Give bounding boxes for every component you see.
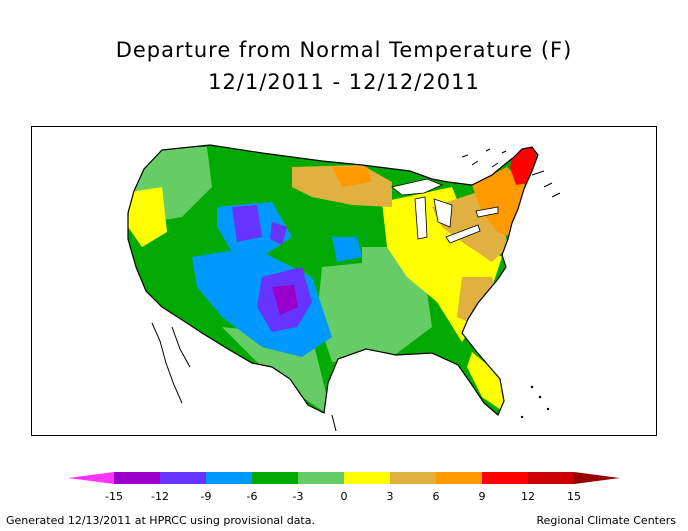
map-frame: [31, 126, 657, 436]
temperature-anomaly-map: [127, 144, 561, 432]
legend-tick-label: -12: [151, 490, 169, 503]
great-lakes: [391, 178, 499, 244]
date-range: 12/1/2011 - 12/12/2011: [208, 70, 480, 94]
legend-swatch: [528, 472, 574, 484]
blue-region: [332, 237, 362, 262]
us-outline: [127, 144, 539, 416]
legend-swatch: [114, 472, 160, 484]
lake-ontario: [475, 206, 499, 218]
legend-tick-label: -15: [105, 490, 123, 503]
lake-michigan: [414, 196, 428, 240]
legend-swatch: [298, 472, 344, 484]
deep-purple-region: [272, 285, 298, 315]
legend-tick-label: 9: [479, 490, 486, 503]
lake-huron: [433, 198, 453, 228]
legend-swatch: [160, 472, 206, 484]
legend-swatch: [436, 472, 482, 484]
canada-coastline: [461, 148, 561, 198]
purple-region: [232, 205, 262, 242]
legend-swatch: [482, 472, 528, 484]
footer-generated-note: Generated 12/13/2011 at HPRCC using prov…: [6, 514, 315, 527]
legend-swatch: [252, 472, 298, 484]
legend-arrow-low: [68, 472, 114, 484]
legend-arrow-high: [574, 472, 620, 484]
legend-swatch: [390, 472, 436, 484]
legend-tick-label: 6: [433, 490, 440, 503]
yellow-region: [467, 352, 504, 412]
legend-tick-label: 15: [567, 490, 581, 503]
legend-tick-label: -9: [201, 490, 212, 503]
map-title: Departure from Normal Temperature (F): [115, 38, 573, 62]
footer-credit: Regional Climate Centers: [536, 514, 676, 527]
orange-region: [332, 167, 372, 187]
legend-tick-label: 0: [341, 490, 348, 503]
legend-tick-label: -3: [293, 490, 304, 503]
color-legend: -15 -12 -9 -6 -3 0 3 6 9 12 15: [0, 466, 688, 506]
lake-superior: [391, 178, 444, 196]
purple-region: [270, 222, 287, 245]
legend-bar: -15 -12 -9 -6 -3 0 3 6 9 12 15: [68, 472, 620, 503]
yellow-region: [128, 187, 167, 247]
mexico-coastline: [151, 322, 337, 432]
legend-tick-label: -6: [247, 490, 258, 503]
legend-swatch: [206, 472, 252, 484]
lake-erie: [445, 224, 481, 244]
legend-tick-label: 3: [387, 490, 394, 503]
caribbean-islands: [520, 385, 550, 419]
legend-swatch: [344, 472, 390, 484]
legend-tick-label: 12: [521, 490, 535, 503]
